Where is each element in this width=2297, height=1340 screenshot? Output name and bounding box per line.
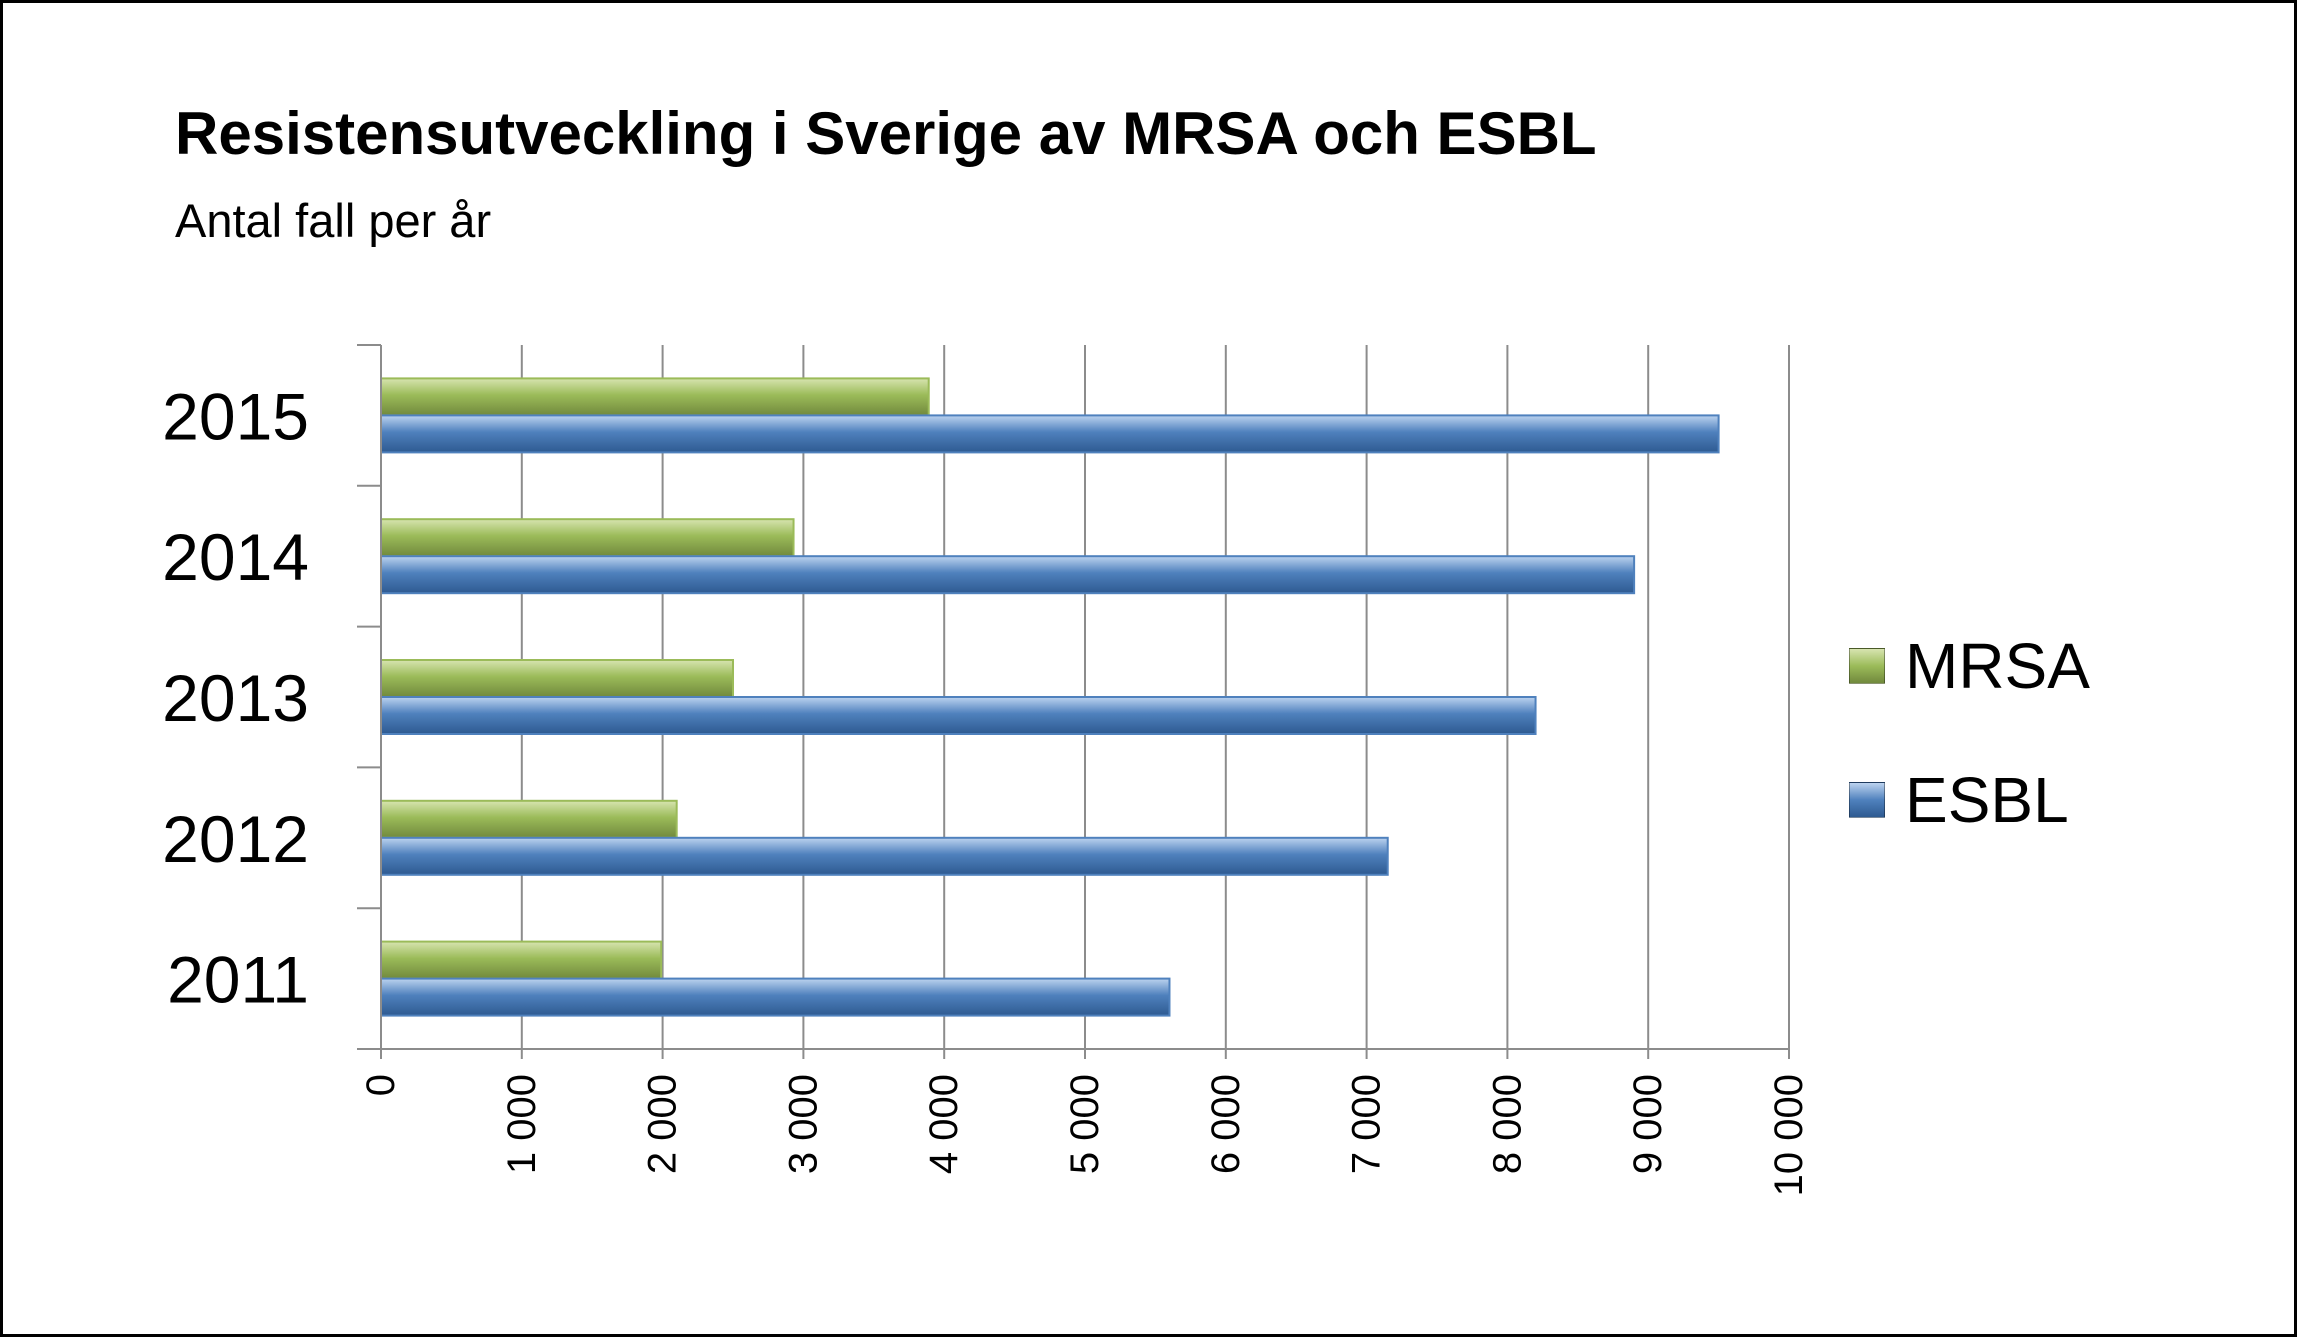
bar-esbl-2014 bbox=[380, 555, 1636, 595]
x-tick-label: 7 000 bbox=[1345, 1074, 1389, 1174]
bar-esbl-2015 bbox=[380, 414, 1720, 454]
bar-mrsa-2012 bbox=[380, 799, 678, 839]
bar-esbl-2013 bbox=[380, 696, 1537, 735]
x-tick-label: 8 000 bbox=[1485, 1074, 1529, 1174]
x-tick-label: 5 000 bbox=[1063, 1074, 1107, 1174]
bar-mrsa-2011 bbox=[380, 940, 663, 980]
legend-swatch bbox=[1849, 648, 1885, 684]
x-tick-label: 1 000 bbox=[500, 1074, 544, 1174]
y-category-label: 2014 bbox=[162, 520, 309, 594]
bar-esbl-2011 bbox=[380, 977, 1171, 1017]
y-category-label: 2015 bbox=[162, 379, 309, 453]
x-tick-label: 3 000 bbox=[781, 1074, 825, 1174]
y-category-label: 2013 bbox=[162, 661, 309, 735]
bar-mrsa-2014 bbox=[380, 518, 795, 558]
chart-subtitle: Antal fall per år bbox=[175, 194, 492, 247]
legend-swatch bbox=[1849, 782, 1885, 818]
y-category-label: 2012 bbox=[162, 802, 309, 876]
x-tick-label: 4 000 bbox=[922, 1074, 966, 1174]
x-tick-label: 6 000 bbox=[1204, 1074, 1248, 1174]
bar-mrsa-2015 bbox=[380, 377, 930, 417]
legend-item-mrsa: MRSA bbox=[1849, 630, 2090, 702]
legend-item-esbl: ESBL bbox=[1849, 764, 2090, 836]
x-tick-label: 2 000 bbox=[641, 1074, 685, 1174]
y-category-label: 2011 bbox=[167, 943, 309, 1017]
x-tick-label: 0 bbox=[359, 1074, 403, 1096]
chart-legend: MRSA ESBL bbox=[1849, 630, 2090, 899]
bar-mrsa-2013 bbox=[380, 659, 734, 698]
bar-chart-plot: 0 1 000 2 000 3 000 4 000 5 000 6 000 7 000 8 00… bbox=[162, 344, 1811, 1196]
bar-esbl-2012 bbox=[380, 836, 1389, 876]
legend-label: ESBL bbox=[1905, 764, 2069, 836]
chart-title: Resistensutveckling i Sverige av MRSA oc… bbox=[175, 100, 1597, 167]
legend-label: MRSA bbox=[1905, 630, 2090, 702]
x-tick-label: 9 000 bbox=[1626, 1074, 1670, 1174]
x-tick-label: 10 000 bbox=[1767, 1074, 1811, 1196]
